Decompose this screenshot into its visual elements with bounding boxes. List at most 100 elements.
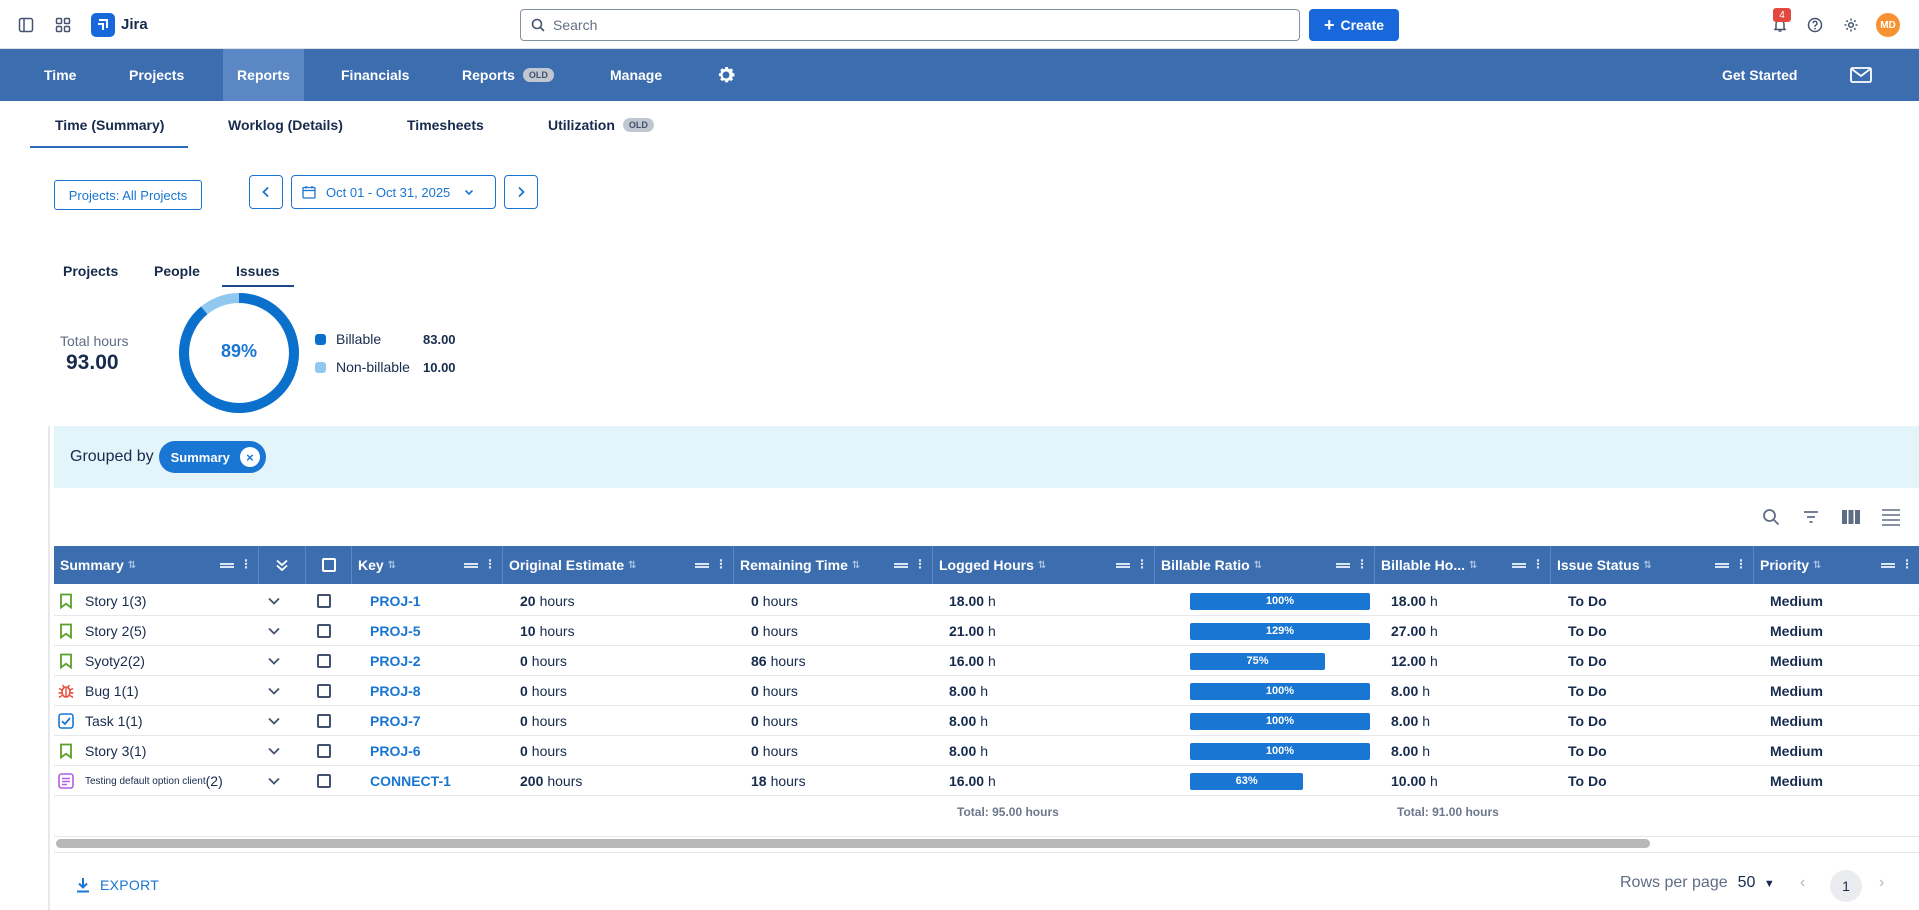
horizontal-scrollbar[interactable]	[56, 839, 1650, 848]
column-drag-handle-icon[interactable]	[1715, 563, 1729, 568]
column-menu-icon[interactable]: ⋮	[1136, 557, 1148, 571]
issue-key-link[interactable]: PROJ-2	[370, 646, 421, 676]
get-started-link[interactable]: Get Started	[1722, 67, 1798, 83]
column-header-priority[interactable]: Priority ⇅ ⋮	[1754, 546, 1919, 584]
tab-time-summary[interactable]: Time (Summary)	[55, 117, 165, 133]
row-checkbox[interactable]	[317, 744, 331, 758]
tab-timesheets[interactable]: Timesheets	[407, 117, 484, 133]
column-header-key[interactable]: Key ⇅ ⋮	[352, 546, 503, 584]
column-drag-handle-icon[interactable]	[695, 563, 709, 568]
select-all-checkbox[interactable]	[321, 558, 336, 572]
table-row[interactable]: Story 2 (5) PROJ-5 10 hours 0 hours 21.00 h 129% 2…	[54, 616, 1919, 646]
help-icon[interactable]	[1804, 14, 1826, 36]
mail-icon[interactable]	[1850, 49, 1872, 101]
sort-icon[interactable]: ⇅	[1469, 559, 1478, 571]
row-checkbox[interactable]	[317, 714, 331, 728]
create-button[interactable]: + Create	[1309, 9, 1399, 41]
summary-tab-people[interactable]: People	[154, 263, 200, 279]
nav-item-time[interactable]: Time	[44, 67, 77, 83]
settings-gear-icon[interactable]	[1840, 14, 1862, 36]
column-header-issue-status[interactable]: Issue Status ⇅ ⋮	[1551, 546, 1754, 584]
table-row[interactable]: Syoty2 (2) PROJ-2 0 hours 86 hours 16.00 h 75% 12.…	[54, 646, 1919, 676]
date-range-picker[interactable]: Oct 01 - Oct 31, 2025	[291, 175, 496, 209]
expand-row-chevron-down-icon[interactable]	[267, 616, 281, 646]
column-menu-icon[interactable]: ⋮	[240, 557, 252, 571]
issue-key-link[interactable]: PROJ-8	[370, 676, 421, 706]
current-page-button[interactable]: 1	[1830, 870, 1862, 902]
issue-key-link[interactable]: PROJ-7	[370, 706, 421, 736]
column-drag-handle-icon[interactable]	[1336, 563, 1350, 568]
sort-icon[interactable]: ⇅	[387, 559, 397, 571]
column-menu-icon[interactable]: ⋮	[484, 557, 496, 571]
select-all-column[interactable]	[306, 546, 352, 584]
column-menu-icon[interactable]: ⋮	[1356, 557, 1368, 571]
row-checkbox[interactable]	[317, 624, 331, 638]
column-header-logged-hours[interactable]: Logged Hours ⇅ ⋮	[933, 546, 1155, 584]
jira-logo-icon[interactable]	[91, 13, 115, 37]
nav-item-financials[interactable]: Financials	[341, 67, 410, 83]
column-drag-handle-icon[interactable]	[220, 563, 234, 568]
nav-item-manage[interactable]: Manage	[610, 67, 663, 83]
column-header-remaining-time[interactable]: Remaining Time ⇅ ⋮	[734, 546, 933, 584]
expand-row-chevron-down-icon[interactable]	[267, 646, 281, 676]
column-menu-icon[interactable]: ⋮	[1901, 557, 1913, 571]
column-drag-handle-icon[interactable]	[894, 563, 908, 568]
columns-icon[interactable]	[1839, 505, 1863, 529]
app-switcher-icon[interactable]	[52, 14, 74, 36]
column-header-billable-ratio[interactable]: Billable Ratio ⇅ ⋮	[1155, 546, 1375, 584]
column-header-original-estimate[interactable]: Original Estimate ⇅ ⋮	[503, 546, 734, 584]
sort-icon[interactable]: ⇅	[1643, 559, 1652, 571]
sort-icon[interactable]: ⇅	[1813, 559, 1822, 571]
sort-icon[interactable]: ⇅	[127, 559, 137, 571]
issue-key-link[interactable]: CONNECT-1	[370, 766, 451, 796]
export-button[interactable]: EXPORT	[76, 874, 159, 896]
column-header-summary[interactable]: Summary ⇅ ⋮	[54, 546, 259, 584]
row-checkbox[interactable]	[317, 654, 331, 668]
expand-row-chevron-down-icon[interactable]	[267, 766, 281, 796]
table-row[interactable]: Bug 1 (1) PROJ-8 0 hours 0 hours 8.00 h 100% 8.00 h…	[54, 676, 1919, 706]
expand-all-column[interactable]	[259, 546, 306, 584]
issue-key-link[interactable]: PROJ-5	[370, 616, 421, 646]
next-page-chevron-icon[interactable]: ›	[1879, 874, 1885, 891]
issue-key-link[interactable]: PROJ-1	[370, 586, 421, 616]
column-drag-handle-icon[interactable]	[1881, 563, 1895, 568]
remove-group-close-icon[interactable]: ×	[239, 447, 260, 467]
nav-item-reports-old[interactable]: Reports OLD	[462, 49, 554, 101]
nav-settings-gear-icon[interactable]	[715, 49, 737, 101]
density-menu-icon[interactable]	[1879, 505, 1903, 529]
projects-filter-button[interactable]: Projects: All Projects	[54, 180, 202, 210]
summary-tab-projects[interactable]: Projects	[63, 263, 119, 279]
summary-tab-issues[interactable]: Issues	[236, 263, 280, 279]
rows-per-page-select[interactable]: 50 ▼	[1738, 874, 1775, 892]
expand-row-chevron-down-icon[interactable]	[267, 586, 281, 616]
issue-key-link[interactable]: PROJ-6	[370, 736, 421, 766]
filter-list-icon[interactable]	[1799, 505, 1823, 529]
sort-icon[interactable]: ⇅	[628, 559, 637, 571]
tab-utilization[interactable]: Utilization OLD	[548, 101, 654, 149]
avatar[interactable]: MD	[1876, 13, 1900, 37]
table-row[interactable]: Task 1 (1) PROJ-7 0 hours 0 hours 8.00 h 100% 8.00…	[54, 706, 1919, 736]
expand-row-chevron-down-icon[interactable]	[267, 676, 281, 706]
previous-period-button[interactable]	[249, 175, 283, 209]
column-header-billable-hours[interactable]: Billable Ho... ⇅ ⋮	[1375, 546, 1551, 584]
sort-icon[interactable]: ⇅	[1253, 559, 1263, 571]
row-checkbox[interactable]	[317, 594, 331, 608]
expand-row-chevron-down-icon[interactable]	[267, 736, 281, 766]
nav-item-reports[interactable]: Reports	[223, 49, 304, 101]
tab-worklog-details[interactable]: Worklog (Details)	[228, 117, 343, 133]
table-row[interactable]: Story 3 (1) PROJ-6 0 hours 0 hours 8.00 h 100% 8.0…	[54, 736, 1919, 766]
nav-item-projects[interactable]: Projects	[129, 67, 185, 83]
search-input[interactable]: Search	[520, 9, 1300, 41]
sort-icon[interactable]: ⇅	[851, 559, 861, 571]
column-drag-handle-icon[interactable]	[464, 563, 478, 568]
row-checkbox[interactable]	[317, 684, 331, 698]
column-drag-handle-icon[interactable]	[1512, 563, 1526, 568]
column-menu-icon[interactable]: ⋮	[1735, 557, 1747, 571]
column-drag-handle-icon[interactable]	[1116, 563, 1130, 568]
row-checkbox[interactable]	[317, 774, 331, 788]
table-search-icon[interactable]	[1759, 505, 1783, 529]
column-menu-icon[interactable]: ⋮	[1532, 557, 1544, 571]
next-period-button[interactable]	[504, 175, 538, 209]
column-menu-icon[interactable]: ⋮	[914, 557, 926, 571]
column-menu-icon[interactable]: ⋮	[715, 557, 727, 571]
